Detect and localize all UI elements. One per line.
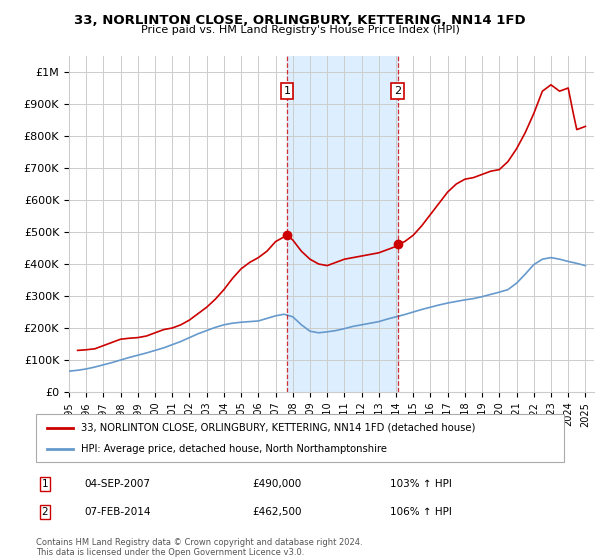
Text: Price paid vs. HM Land Registry's House Price Index (HPI): Price paid vs. HM Land Registry's House … [140,25,460,35]
Text: 1: 1 [284,86,290,96]
Text: Contains HM Land Registry data © Crown copyright and database right 2024.
This d: Contains HM Land Registry data © Crown c… [36,538,362,557]
Text: 04-SEP-2007: 04-SEP-2007 [84,479,150,489]
Text: 2: 2 [41,507,49,517]
Text: 103% ↑ HPI: 103% ↑ HPI [390,479,452,489]
Text: 33, NORLINTON CLOSE, ORLINGBURY, KETTERING, NN14 1FD (detached house): 33, NORLINTON CLOSE, ORLINGBURY, KETTERI… [81,423,475,433]
Text: £490,000: £490,000 [252,479,301,489]
Text: £462,500: £462,500 [252,507,302,517]
Text: 106% ↑ HPI: 106% ↑ HPI [390,507,452,517]
Text: 1: 1 [41,479,49,489]
Text: 33, NORLINTON CLOSE, ORLINGBURY, KETTERING, NN14 1FD: 33, NORLINTON CLOSE, ORLINGBURY, KETTERI… [74,14,526,27]
Bar [287,56,398,392]
Text: 07-FEB-2014: 07-FEB-2014 [84,507,151,517]
Text: HPI: Average price, detached house, North Northamptonshire: HPI: Average price, detached house, Nort… [81,444,387,454]
FancyBboxPatch shape [36,414,564,462]
Text: 2: 2 [394,86,401,96]
